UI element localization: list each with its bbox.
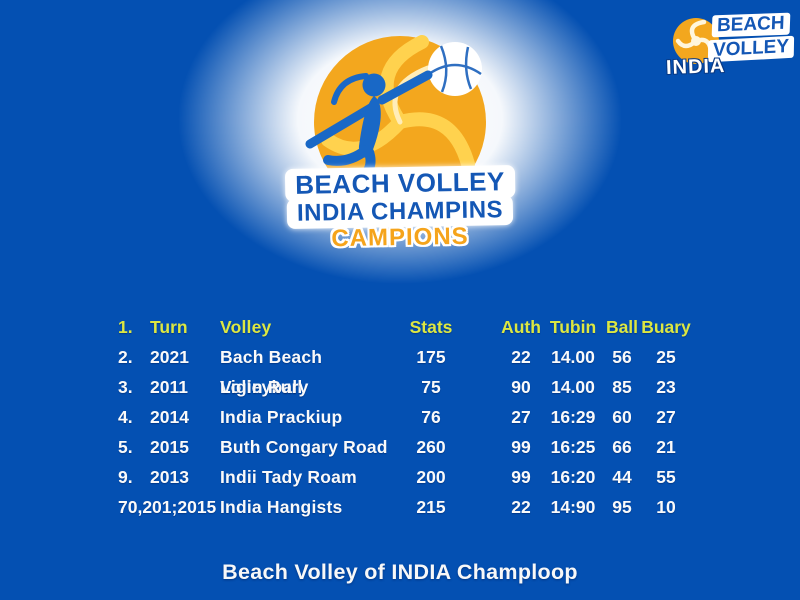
page-title: Beach Volley of INDIA Champloop [222,560,578,584]
header-volley: Volley [220,317,272,337]
cell-ball: 85 [612,377,632,397]
cell-ball: 44 [612,467,632,487]
cell-year: 2015 [150,437,189,457]
cell-rank: 2. [118,347,133,367]
table-row: 2. 2021 Bach Beach Volleyball 175 22 14.… [118,342,691,397]
table-row: 5. 2015 Buth Congary Road 260 99 16:25 6… [118,432,691,462]
logo-campions-text: CAMPIONS [331,222,469,253]
cell-ball: 66 [612,437,632,457]
cell-tubin: 16:20 [550,467,596,487]
table-header-row: 1. Turn Volley Stats Auth Tubin Ball Bua… [118,312,691,342]
cell-ball: 60 [612,407,632,427]
cell-auth: 99 [511,467,531,487]
cell-year: 2013 [150,467,189,487]
beach-volley-logo [305,35,486,208]
corner-logo-india: INDIA [665,54,726,80]
cell-name: Ligin Rury [220,377,309,397]
header-buary: Buary [641,317,691,337]
cell-year: 2014 [150,407,189,427]
cell-auth: 99 [511,437,531,457]
cell-year: 2021 [150,347,189,367]
cell-rank: 70,201;2015 [118,497,217,517]
cell-tubin: 14.00 [551,347,595,367]
cell-buary: 21 [656,437,676,457]
cell-tubin: 16:29 [550,407,596,427]
cell-stats: 200 [416,467,446,487]
cell-tubin: 16:25 [550,437,596,457]
cell-auth: 22 [511,497,531,517]
cell-rank: 9. [118,467,133,487]
cell-ball: 95 [612,497,632,517]
table-row: 70,201;2015 India Hangists 215 22 14:90 … [118,492,691,522]
header-rank: 1. [118,317,133,337]
cell-buary: 27 [656,407,676,427]
cell-stats: 76 [421,407,441,427]
cell-auth: 27 [511,407,531,427]
cell-tubin: 14:90 [550,497,596,517]
cell-name: Bach Beach Volleyball [220,347,323,397]
cell-buary: 10 [656,497,676,517]
header-auth: Auth [501,317,541,337]
cell-rank: 5. [118,437,133,457]
table-row: 3. 2011 Ligin Rury 75 90 14.00 85 23 [118,372,691,402]
cell-buary: 23 [656,377,676,397]
cell-rank: 3. [118,377,133,397]
cell-buary: 55 [656,467,676,487]
header-turn: Turn [150,317,188,337]
cell-name: India Prackiup [220,407,343,427]
cell-year: 2011 [150,377,188,397]
cell-stats: 260 [416,437,446,457]
header-spacer [457,312,499,342]
header-stats: Stats [409,317,453,337]
stats-table: 1. Turn Volley Stats Auth Tubin Ball Bua… [118,312,691,522]
cell-buary: 25 [656,347,676,367]
header-ball: Ball [605,317,639,337]
header-tubin: Tubin [549,317,597,337]
cell-name: Buth Congary Road [220,437,388,457]
cell-stats: 175 [416,347,446,367]
table-row: 4. 2014 India Prackiup 76 27 16:29 60 27 [118,402,691,432]
table-row: 9. 2013 Indii Tady Roam 200 99 16:20 44 … [118,462,691,492]
cell-ball: 56 [612,347,632,367]
cell-stats: 75 [421,377,441,397]
corner-logo-beach: BEACH [711,12,790,38]
cell-tubin: 14.00 [551,377,595,397]
cell-rank: 4. [118,407,133,427]
cell-name: Indii Tady Roam [220,467,357,487]
cell-auth: 90 [511,377,531,397]
white-volleyball-icon [428,42,482,96]
cell-auth: 22 [511,347,531,367]
cell-name: India Hangists [220,497,343,517]
cell-stats: 215 [416,497,446,517]
